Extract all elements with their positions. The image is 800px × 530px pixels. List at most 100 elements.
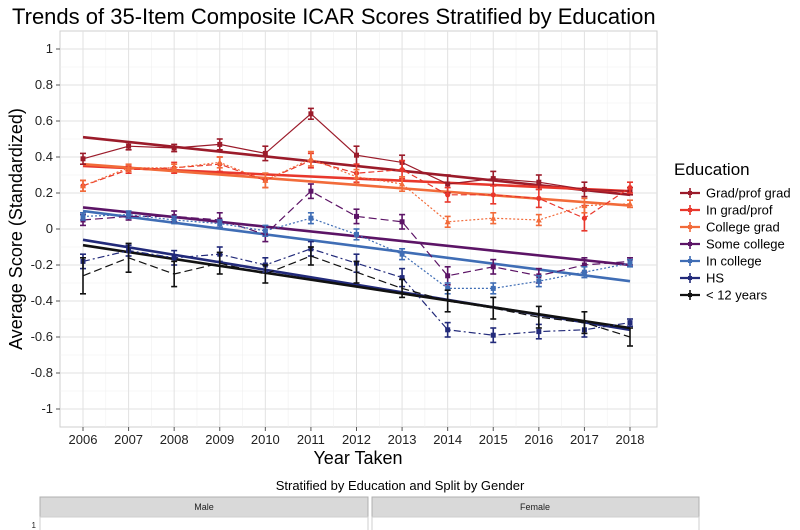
data-point xyxy=(581,202,588,209)
data-point xyxy=(262,228,268,234)
data-point xyxy=(171,145,177,151)
data-point xyxy=(171,255,177,261)
data-point xyxy=(399,275,405,281)
facet-panel-female xyxy=(371,516,700,530)
data-point xyxy=(490,264,496,270)
x-tick-label: 2015 xyxy=(479,432,508,447)
data-point xyxy=(354,213,359,219)
x-tick-label: 2009 xyxy=(205,432,234,447)
data-point xyxy=(307,155,314,162)
data-point xyxy=(445,192,451,198)
x-tick-label: 2011 xyxy=(297,432,325,447)
data-point xyxy=(354,231,359,237)
series-lines xyxy=(80,107,633,347)
data-point xyxy=(80,213,86,219)
legend-label: HS xyxy=(706,271,724,286)
y-tick-label: 0 xyxy=(46,221,53,236)
y-tick-label: -1 xyxy=(41,401,53,416)
data-point xyxy=(444,218,451,225)
data-point xyxy=(627,185,633,191)
data-point xyxy=(399,167,405,173)
data-point xyxy=(490,192,496,198)
x-tick-label: 2013 xyxy=(388,432,417,447)
legend-label: Some college xyxy=(706,237,785,252)
y-tick-label: 0.6 xyxy=(35,113,53,128)
data-point xyxy=(536,329,542,335)
legend: Education Grad/prof grad In grad/prof Coll… xyxy=(674,160,791,303)
x-tick-label: 2016 xyxy=(524,432,553,447)
data-point xyxy=(216,159,223,165)
y-tick-label: 0.8 xyxy=(35,77,53,92)
y-tick-label: 0.2 xyxy=(35,185,53,200)
data-point xyxy=(171,164,178,171)
x-tick-label: 2006 xyxy=(69,432,98,447)
legend-key-marker xyxy=(688,225,692,229)
facet-label-female: Female xyxy=(520,502,550,512)
y-axis-title: Average Score (Standardized) xyxy=(6,108,26,350)
data-point xyxy=(536,195,542,201)
legend-key-marker xyxy=(688,208,692,212)
data-point xyxy=(262,150,268,156)
x-tick-label: 2017 xyxy=(570,432,599,447)
data-point xyxy=(353,173,360,180)
data-point xyxy=(308,111,314,117)
y-tick-label: 1 xyxy=(46,41,53,56)
y-tick-label: -0.8 xyxy=(31,365,53,380)
data-point xyxy=(581,186,587,192)
data-point xyxy=(308,215,314,221)
data-point xyxy=(399,181,406,187)
x-tick-label: 2014 xyxy=(433,432,462,447)
data-point xyxy=(490,332,496,338)
x-tick-label: 2012 xyxy=(342,432,371,447)
data-point xyxy=(490,285,496,291)
data-point xyxy=(262,177,269,183)
data-point xyxy=(581,262,587,268)
x-tick-label: 2010 xyxy=(251,432,280,447)
legend-key-marker xyxy=(688,259,692,263)
data-point xyxy=(126,212,132,218)
legend-key-marker xyxy=(688,191,692,195)
data-point xyxy=(217,141,223,147)
data-point xyxy=(536,179,542,185)
legend-label: < 12 years xyxy=(706,288,768,303)
legend-label: College grad xyxy=(706,220,780,235)
legend-title: Education xyxy=(674,160,750,179)
data-point xyxy=(80,182,86,189)
grid-lines xyxy=(60,31,657,427)
data-point xyxy=(399,219,405,225)
data-point xyxy=(80,156,86,162)
x-tick-label: 2008 xyxy=(160,432,189,447)
x-tick-label: 2007 xyxy=(114,432,143,447)
subtitle: Stratified by Education and Split by Gen… xyxy=(276,478,525,493)
data-point xyxy=(535,217,542,223)
legend-label: Grad/prof grad xyxy=(706,186,791,201)
facet-y-tick: 1 xyxy=(32,521,37,530)
data-point xyxy=(354,152,359,158)
data-point xyxy=(536,278,542,284)
y-tick-label: -0.4 xyxy=(31,293,53,308)
y-axis: -1 -0.8 -0.6 -0.4 -0.2 0 0.2 0.4 0.6 0.8 1 xyxy=(31,41,60,416)
data-point xyxy=(445,285,451,291)
data-point xyxy=(581,215,588,221)
data-point xyxy=(445,273,451,279)
y-tick-label: 0.4 xyxy=(35,149,53,164)
facet-label-male: Male xyxy=(194,502,214,512)
legend-key-marker xyxy=(688,242,692,246)
data-point xyxy=(445,181,451,187)
x-axis: 2006 2007 2008 2009 2010 2011 2012 2013 2014 2015… xyxy=(69,427,645,447)
data-point xyxy=(217,221,223,227)
data-point xyxy=(490,176,496,182)
legend-label: In grad/prof xyxy=(706,203,773,218)
x-tick-label: 2018 xyxy=(616,432,645,447)
y-tick-label: -0.6 xyxy=(31,329,53,344)
data-point xyxy=(126,143,132,149)
chart-title: Trends of 35-Item Composite ICAR Scores … xyxy=(12,4,656,29)
legend-key-marker xyxy=(688,293,692,297)
data-point xyxy=(125,164,132,171)
data-point xyxy=(490,215,497,221)
data-point xyxy=(581,269,587,275)
y-tick-label: -0.2 xyxy=(31,257,53,272)
data-point xyxy=(627,320,633,326)
data-point xyxy=(627,260,633,266)
